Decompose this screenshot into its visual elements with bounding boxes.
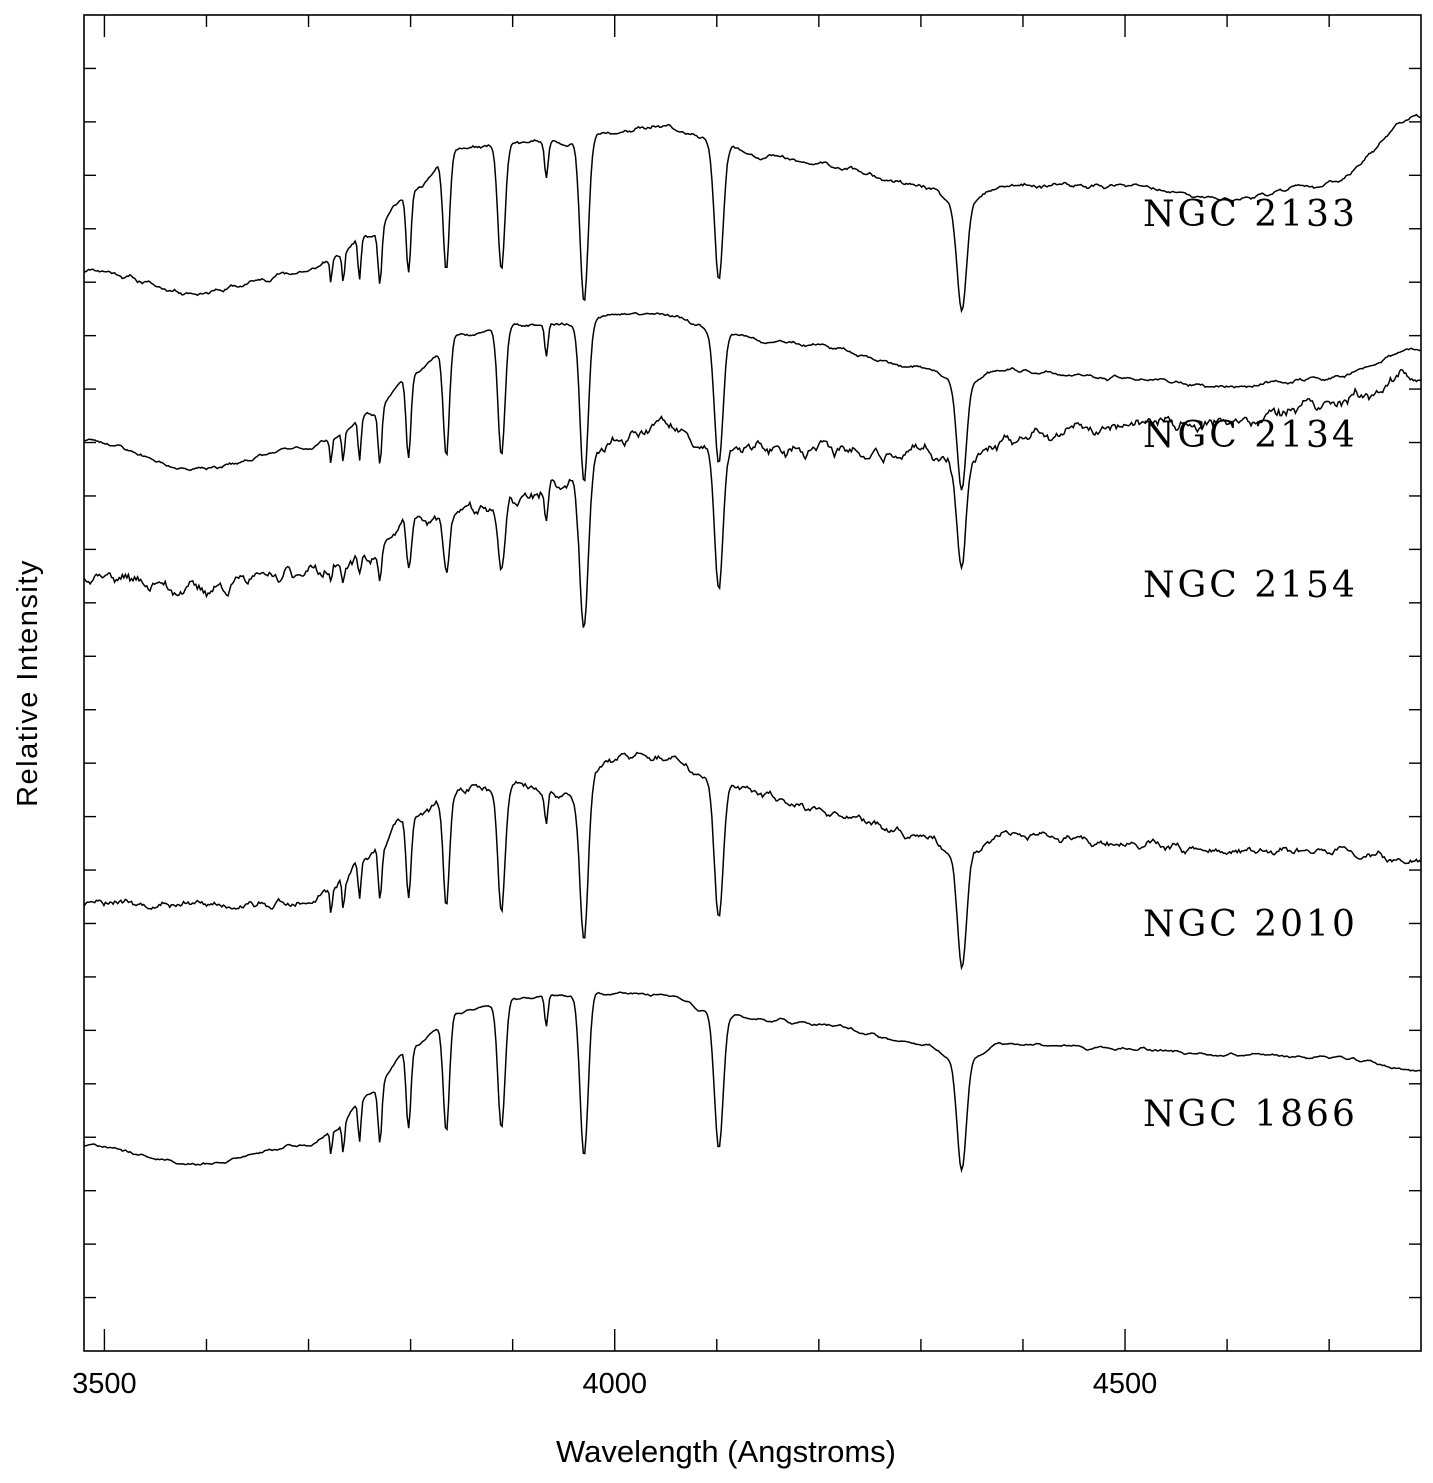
spectrum-line-ngc-2154 xyxy=(83,368,1421,628)
x-axis-label: Wavelength (Angstroms) xyxy=(556,1434,896,1469)
spectra-series xyxy=(83,113,1422,1174)
plot-frame xyxy=(83,14,1422,1352)
spectrum-line-ngc-2134 xyxy=(83,312,1422,491)
series-labels: NGC 2133 NGC 2134 NGC 2154 NGC 2010 NGC 1866 xyxy=(1143,194,1358,1135)
series-label: NGC 2154 xyxy=(1143,565,1358,606)
x-tick-label: 4000 xyxy=(582,1368,647,1400)
series-label: NGC 2010 xyxy=(1143,904,1358,945)
y-axis-label: Relative Intensity xyxy=(12,559,44,807)
spectrum-line-ngc-2133 xyxy=(83,113,1422,314)
series-label: NGC 2133 xyxy=(1143,194,1358,235)
spectrum-line-ngc-1866 xyxy=(83,991,1422,1174)
series-label: NGC 1866 xyxy=(1143,1094,1358,1135)
x-tick-labels: 3500 4000 4500 xyxy=(72,1368,1157,1400)
axis-ticks xyxy=(84,15,1421,1351)
spectrum-line-ngc-2010 xyxy=(83,751,1422,971)
series-label: NGC 2134 xyxy=(1143,415,1358,456)
x-tick-label: 4500 xyxy=(1093,1368,1158,1400)
x-tick-label: 3500 xyxy=(72,1368,137,1400)
